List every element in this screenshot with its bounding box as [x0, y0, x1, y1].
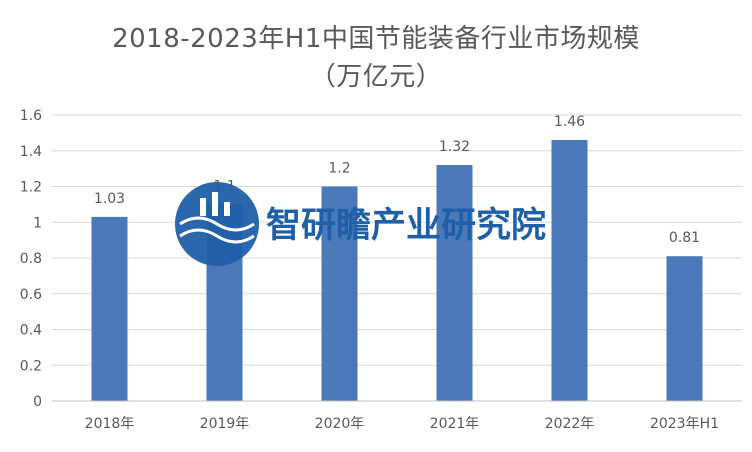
bar: [436, 165, 473, 401]
y-tick-label: 1.2: [20, 180, 42, 196]
watermark: 智研瞻产业研究院: [175, 182, 546, 266]
y-tick-label: 1: [33, 215, 42, 231]
y-tick-label: 1.6: [20, 108, 42, 124]
data-label: 1.2: [328, 161, 350, 177]
y-tick-label: 0.8: [20, 251, 42, 267]
x-tick-label: 2018年: [85, 416, 135, 432]
x-tick-label: 2019年: [200, 416, 250, 432]
chart-subtitle: （万亿元）: [309, 62, 443, 92]
y-tick-label: 0.2: [20, 358, 42, 374]
y-tick-label: 0: [33, 394, 42, 410]
gridlines: 00.20.40.60.811.21.41.6: [20, 108, 742, 410]
y-tick-label: 1.4: [20, 144, 42, 160]
data-labels: 1.031.11.21.321.460.81: [94, 114, 700, 246]
x-tick-label: 2023年H1: [650, 416, 719, 432]
data-label: 1.32: [439, 139, 470, 155]
x-tick-label: 2020年: [315, 416, 365, 432]
bar: [551, 140, 588, 401]
x-axis: 2018年 2019年 2020年 2021年 2022年 2023年H1: [52, 400, 742, 432]
data-label: 1.03: [94, 191, 125, 207]
chart-title: 2018-2023年H1中国节能装备行业市场规模: [112, 24, 640, 54]
x-tick-label: 2022年: [545, 416, 595, 432]
y-tick-label: 0.6: [20, 287, 42, 303]
x-tick-label: 2021年: [430, 416, 480, 432]
watermark-text: 智研瞻产业研究院: [266, 206, 546, 246]
data-label: 1.46: [554, 114, 585, 130]
data-label: 0.81: [669, 230, 700, 246]
bar: [91, 216, 128, 401]
y-tick-label: 0.4: [20, 323, 42, 339]
bar: [321, 186, 358, 401]
watermark-logo-icon: [175, 182, 259, 266]
bar: [666, 256, 703, 401]
bar-series: [91, 140, 703, 401]
